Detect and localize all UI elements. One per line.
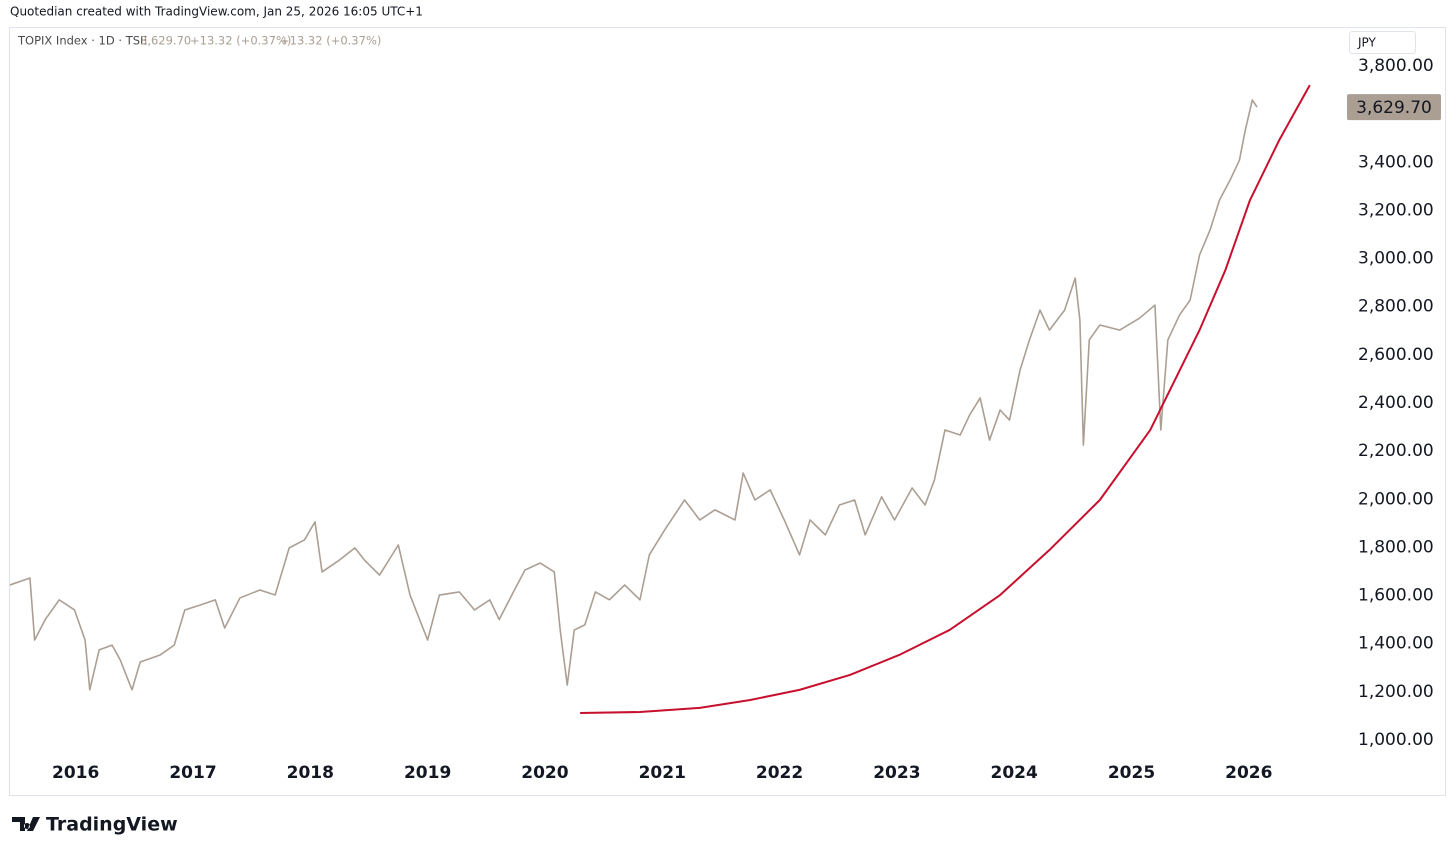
brand: TradingView xyxy=(46,814,178,836)
y-tick-label: 1,400.00 xyxy=(1358,634,1434,654)
y-tick-label: 3,800.00 xyxy=(1358,56,1434,76)
x-tick-label: 2020 xyxy=(521,763,568,783)
currency-box[interactable] xyxy=(1349,31,1416,54)
logo-icon xyxy=(12,817,40,831)
y-tick-label: 1,000.00 xyxy=(1358,730,1434,750)
x-tick-label: 2016 xyxy=(52,763,99,783)
y-tick-label: 3,000.00 xyxy=(1358,249,1434,269)
x-tick-label: 2026 xyxy=(1225,763,1272,783)
x-tick-label: 2025 xyxy=(1108,763,1155,783)
y-tick-label: 2,000.00 xyxy=(1358,489,1434,509)
y-tick-label: 3,400.00 xyxy=(1358,152,1434,172)
y-tick-label: 2,200.00 xyxy=(1358,441,1434,461)
x-tick-label: 2019 xyxy=(404,763,451,783)
y-tick-label: 1,800.00 xyxy=(1358,537,1434,557)
price-line xyxy=(9,99,1258,691)
price-line xyxy=(580,84,1311,714)
y-tick-label: 3,200.00 xyxy=(1358,200,1434,220)
x-tick-label: 2018 xyxy=(287,763,334,783)
last-price-label: 3,629.70 xyxy=(1356,98,1432,118)
chart-frame xyxy=(9,27,1446,796)
last-price-box xyxy=(1347,94,1441,121)
header: Quotedian created with TradingView.com, … xyxy=(10,5,423,19)
x-tick-label: 2021 xyxy=(639,763,686,783)
x-tick-label: 2024 xyxy=(991,763,1038,783)
x-tick-label: 2017 xyxy=(169,763,216,783)
y-tick-label: 2,400.00 xyxy=(1358,393,1434,413)
x-tick-label: 2022 xyxy=(756,763,803,783)
currency[interactable]: JPY xyxy=(1357,36,1377,50)
symbol: TOPIX Index · 1D · TSE xyxy=(17,34,147,48)
y-tick-label: 2,800.00 xyxy=(1358,297,1434,317)
legend-price: 3,629.70 xyxy=(140,34,191,48)
legend-change: +13.32 (+0.37%) xyxy=(190,34,291,48)
y-tick-label: 1,600.00 xyxy=(1358,586,1434,606)
y-tick-label: 1,200.00 xyxy=(1358,682,1434,702)
y-tick-label: 2,600.00 xyxy=(1358,345,1434,365)
x-tick-label: 2023 xyxy=(873,763,920,783)
legend-change: +13.32 (+0.37%) xyxy=(280,34,381,48)
brand-logo xyxy=(12,817,40,831)
